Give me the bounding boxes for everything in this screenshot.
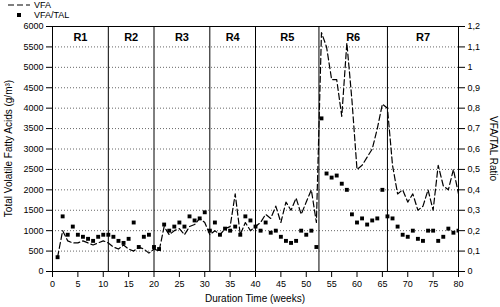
svg-text:4500: 4500	[23, 83, 43, 93]
svg-text:R3: R3	[175, 31, 189, 43]
svg-text:0,3: 0,3	[468, 205, 481, 215]
svg-text:0,9: 0,9	[468, 83, 481, 93]
svg-text:0: 0	[50, 279, 55, 289]
svg-text:55: 55	[327, 279, 337, 289]
svg-text:R1: R1	[73, 31, 87, 43]
svg-text:0: 0	[38, 266, 43, 276]
svg-text:0: 0	[468, 266, 473, 276]
html-text:VFA: VFA	[34, 0, 51, 10]
svg-text:0,7: 0,7	[468, 123, 481, 133]
svg-text:VFA/TAL Ratio: VFA/TAL Ratio	[488, 116, 499, 181]
svg-text:40: 40	[250, 279, 260, 289]
svg-text:15: 15	[124, 279, 134, 289]
svg-text:Total Volatile Fatty Acids (g/: Total Volatile Fatty Acids (g/m³)	[3, 80, 14, 217]
svg-text:0,4: 0,4	[468, 185, 481, 195]
svg-text:10: 10	[98, 279, 108, 289]
svg-text:1000: 1000	[23, 226, 43, 236]
svg-text:R4: R4	[226, 31, 241, 43]
svg-text:5: 5	[75, 279, 80, 289]
svg-text:5500: 5500	[23, 42, 43, 52]
svg-text:30: 30	[200, 279, 210, 289]
svg-text:Duration Time (weeks): Duration Time (weeks)	[205, 293, 305, 304]
svg-text:1: 1	[468, 62, 473, 72]
svg-text:4000: 4000	[23, 103, 43, 113]
svg-text:R6: R6	[346, 31, 360, 43]
svg-text:R5: R5	[280, 31, 294, 43]
svg-text:2000: 2000	[23, 185, 43, 195]
svg-text:70: 70	[403, 279, 413, 289]
svg-text:1500: 1500	[23, 205, 43, 215]
svg-text:25: 25	[174, 279, 184, 289]
svg-text:1,2: 1,2	[468, 21, 481, 31]
svg-text:1,1: 1,1	[468, 42, 481, 52]
svg-text:50: 50	[301, 279, 311, 289]
svg-text:0,8: 0,8	[468, 103, 481, 113]
svg-text:45: 45	[276, 279, 286, 289]
svg-text:65: 65	[377, 279, 387, 289]
svg-text:0,5: 0,5	[468, 164, 481, 174]
svg-text:0,1: 0,1	[468, 246, 481, 256]
svg-text:3500: 3500	[23, 123, 43, 133]
svg-text:R2: R2	[124, 31, 138, 43]
svg-text:20: 20	[149, 279, 159, 289]
svg-text:0,6: 0,6	[468, 144, 481, 154]
svg-text:500: 500	[28, 246, 43, 256]
svg-text:35: 35	[225, 279, 235, 289]
svg-text:0,2: 0,2	[468, 226, 481, 236]
html-text:VFA/TAL: VFA/TAL	[34, 10, 70, 20]
svg-text:R7: R7	[416, 31, 430, 43]
svg-text:80: 80	[453, 279, 463, 289]
svg-text:2500: 2500	[23, 164, 43, 174]
svg-text:60: 60	[352, 279, 362, 289]
svg-text:5000: 5000	[23, 62, 43, 72]
svg-text:75: 75	[428, 279, 438, 289]
svg-text:3000: 3000	[23, 144, 43, 154]
svg-text:6000: 6000	[23, 21, 43, 31]
